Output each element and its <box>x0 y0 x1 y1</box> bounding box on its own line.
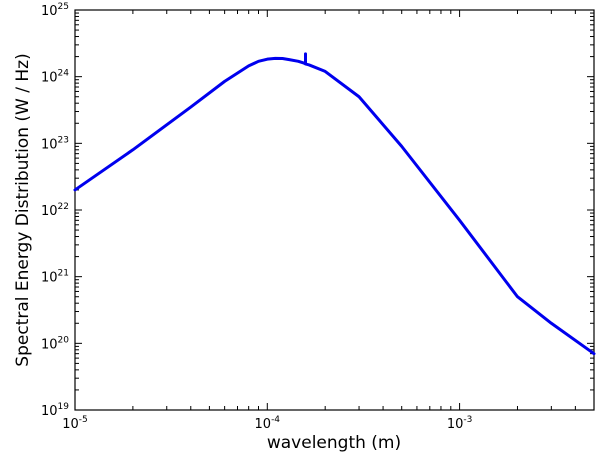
x-axis-label: wavelength (m) <box>267 433 401 453</box>
x-tick-label: 10-5 <box>62 415 88 432</box>
y-tick-label: 1025 <box>41 2 69 19</box>
series-line-sed <box>73 52 596 356</box>
y-axis-ticks: 1019 1020 1021 1022 1023 1024 1025 <box>41 2 594 419</box>
y-tick-label: 1019 <box>41 402 69 419</box>
y-tick-label: 1024 <box>41 69 69 86</box>
x-tick-label: 10-3 <box>447 415 473 432</box>
plot-frame <box>74 9 595 411</box>
x-axis-ticks: 10-5 10-4 10-3 <box>62 10 595 432</box>
plot-area <box>74 9 595 411</box>
y-tick-label: 1022 <box>41 202 69 219</box>
y-tick-label: 1023 <box>41 135 69 152</box>
y-axis-label: Spectral Energy Distribution (W / Hz) <box>13 53 33 366</box>
y-tick-label: 1020 <box>41 335 69 352</box>
x-tick-label: 10-4 <box>255 415 281 432</box>
y-tick-label: 1021 <box>41 269 69 286</box>
